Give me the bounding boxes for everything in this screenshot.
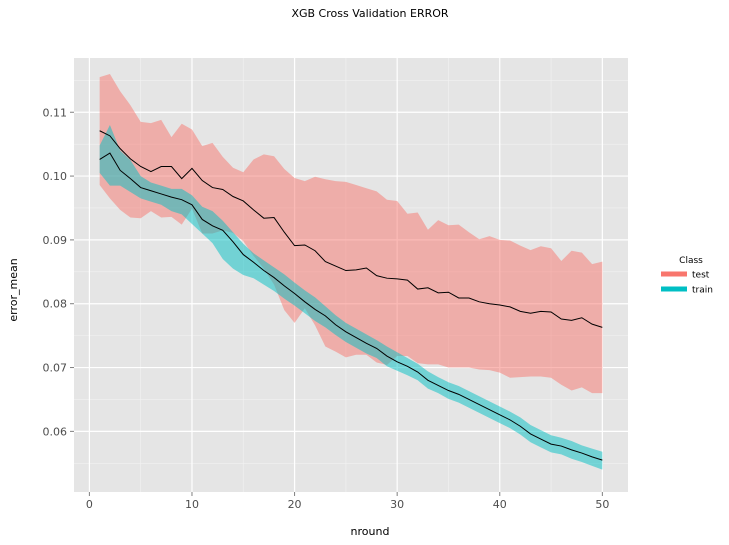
error-ribbons — [99, 73, 603, 470]
legend-label-train: train — [692, 286, 713, 296]
mean-line-train — [99, 152, 603, 461]
x-tick-label: 20 — [288, 498, 302, 511]
x-tick-label: 50 — [595, 498, 609, 511]
chart-title: XGB Cross Validation ERROR — [291, 7, 448, 20]
x-axis: 0 10 20 30 40 50 — [86, 492, 609, 511]
legend: Class test train — [661, 256, 713, 296]
mean-lines — [99, 130, 603, 461]
x-tick-label: 0 — [86, 498, 93, 511]
legend-key-train — [661, 286, 687, 292]
y-tick-label: 0.08 — [43, 298, 68, 311]
y-axis: 0.06 0.07 0.08 0.09 0.10 0.11 — [43, 106, 74, 438]
x-tick-label: 10 — [185, 498, 199, 511]
x-axis-title: nround — [351, 525, 390, 538]
legend-label-test: test — [692, 271, 710, 281]
x-tick-label: 30 — [390, 498, 404, 511]
y-tick-label: 0.07 — [43, 362, 68, 375]
mean-line-test — [99, 130, 603, 328]
legend-title: Class — [679, 256, 703, 266]
y-axis-title: error_mean — [7, 258, 20, 321]
y-tick-label: 0.06 — [43, 425, 68, 438]
y-tick-label: 0.09 — [43, 234, 68, 247]
ribbon-test — [99, 73, 603, 394]
y-tick-label: 0.10 — [43, 170, 68, 183]
legend-key-test — [661, 271, 687, 277]
y-tick-label: 0.11 — [43, 106, 68, 119]
x-tick-label: 40 — [493, 498, 507, 511]
